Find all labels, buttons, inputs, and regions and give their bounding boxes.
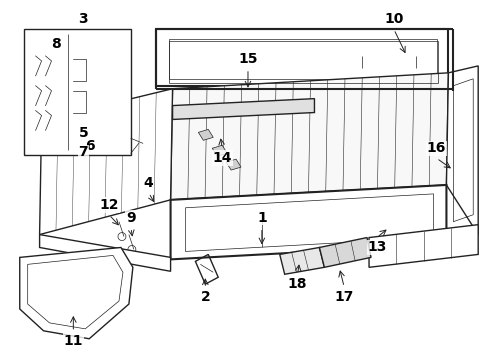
Text: 10: 10 [384,12,404,26]
Text: 5: 5 [78,126,88,140]
Polygon shape [319,238,371,267]
Text: 17: 17 [335,290,354,304]
Polygon shape [20,247,133,339]
Text: 12: 12 [99,198,119,212]
Text: 16: 16 [427,141,446,155]
Polygon shape [369,225,478,267]
Text: 8: 8 [51,37,61,51]
Text: 1: 1 [257,211,267,225]
Polygon shape [446,66,478,235]
Polygon shape [40,235,171,271]
Polygon shape [172,99,315,120]
Text: 9: 9 [126,211,136,225]
Polygon shape [40,89,172,235]
Polygon shape [171,185,446,260]
Text: 14: 14 [213,151,232,165]
Polygon shape [156,29,448,86]
Text: 4: 4 [144,176,154,190]
Polygon shape [198,129,213,140]
Text: 13: 13 [368,240,387,255]
Bar [29,125,56,145]
Text: 7: 7 [78,145,88,159]
Text: 6: 6 [85,139,95,153]
Polygon shape [24,29,131,155]
Text: 3: 3 [78,12,88,26]
Bar [29,37,56,55]
Polygon shape [171,73,448,200]
Text: 11: 11 [64,334,83,348]
Text: 2: 2 [200,290,210,304]
Polygon shape [212,145,227,156]
Polygon shape [280,247,324,274]
Text: 18: 18 [288,277,307,291]
Text: 15: 15 [238,52,258,66]
Polygon shape [226,159,241,170]
